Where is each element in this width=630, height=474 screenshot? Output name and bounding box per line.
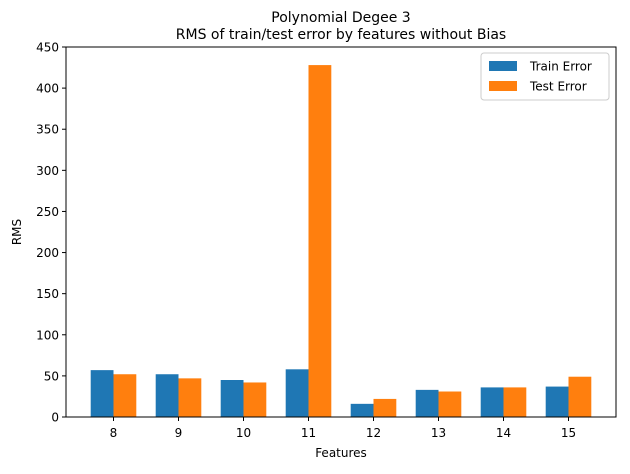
bar-test-15 [568,376,592,417]
bar-test-12 [373,398,397,417]
legend-swatch-test [489,81,517,91]
y-tick-label-50: 50 [44,369,59,383]
chart-title: Polynomial Degee 3 [271,10,410,26]
legend-label-train: Train Error [529,60,592,74]
y-tick-label-300: 300 [36,164,59,178]
x-tick-label-14: 14 [496,426,511,440]
bar-train-15 [545,386,569,417]
bar-test-10 [243,382,267,417]
y-tick-label-150: 150 [36,287,59,301]
x-tick-label-15: 15 [561,426,576,440]
y-axis-label: RMS [10,219,24,245]
x-tick-label-10: 10 [236,426,251,440]
bars-group [90,65,592,417]
bar-test-14 [503,387,527,417]
bar-test-13 [438,391,462,417]
legend-label-test: Test Error [529,80,587,94]
bar-test-11 [308,65,332,417]
x-tick-label-8: 8 [110,426,118,440]
legend: Train Error Test Error [480,52,610,101]
x-axis-label: Features [315,446,367,460]
chart-subtitle: RMS of train/test error by features with… [176,27,506,43]
x-axis: 8 9 10 11 12 13 14 15 [110,417,576,440]
x-tick-label-9: 9 [175,426,183,440]
bar-train-11 [285,369,309,417]
x-tick-label-13: 13 [431,426,446,440]
y-tick-label-0: 0 [51,411,59,425]
bar-train-8 [90,370,114,417]
bar-train-14 [480,387,504,417]
y-axis: 0 50 100 150 200 250 300 350 400 450 [36,41,66,425]
y-tick-label-100: 100 [36,328,59,342]
plot-frame [65,46,617,418]
legend-swatch-train [489,61,517,71]
bar-test-8 [113,374,137,417]
y-tick-label-200: 200 [36,246,59,260]
x-tick-label-11: 11 [301,426,316,440]
y-tick-label-250: 250 [36,205,59,219]
x-tick-label-12: 12 [366,426,381,440]
bar-train-12 [350,403,374,417]
y-tick-label-400: 400 [36,82,59,96]
bar-train-9 [155,374,179,417]
bar-train-13 [415,389,439,417]
y-tick-label-350: 350 [36,123,59,137]
bar-test-9 [178,378,202,417]
bar-train-10 [220,380,244,417]
y-tick-label-450: 450 [36,41,59,55]
